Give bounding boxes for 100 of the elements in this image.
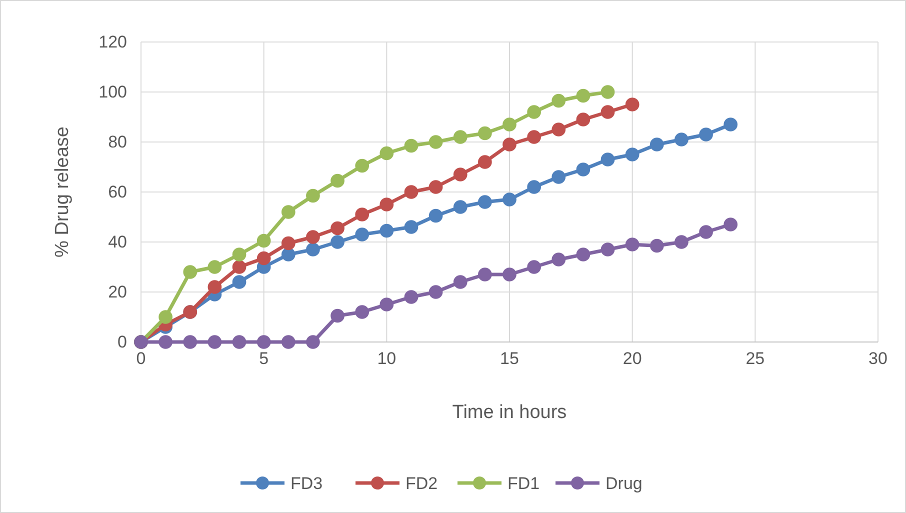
legend-label: FD2 [406, 474, 438, 493]
point [330, 174, 344, 188]
point [256, 234, 271, 248]
point [552, 94, 566, 108]
point [404, 138, 418, 153]
point [502, 138, 516, 152]
y-tick-label: 120 [98, 32, 127, 52]
point [699, 128, 713, 142]
point [330, 221, 344, 236]
point [428, 208, 443, 223]
point [453, 130, 468, 144]
point [724, 118, 738, 132]
point [724, 218, 738, 232]
x-tick-label: 20 [622, 349, 642, 368]
point [600, 105, 615, 119]
y-tick-label: 60 [108, 182, 127, 202]
point [527, 130, 541, 144]
y-axis-title: % Drug release [52, 126, 73, 258]
point [355, 208, 370, 222]
point [478, 126, 492, 140]
point [453, 275, 468, 289]
point [527, 105, 541, 119]
point [380, 146, 394, 160]
point [600, 152, 615, 166]
point [600, 85, 615, 99]
point [428, 180, 443, 194]
point [552, 170, 566, 184]
x-axis-title: Time in hours [452, 402, 567, 423]
point [183, 335, 198, 349]
x-tick-label: 5 [259, 349, 269, 368]
point [281, 248, 296, 262]
point [380, 298, 394, 312]
x-tick-label: 0 [136, 349, 146, 368]
point [306, 188, 320, 203]
x-tick-label: 25 [746, 349, 765, 368]
point [650, 138, 664, 152]
point [380, 198, 394, 212]
point [674, 235, 688, 249]
point [208, 280, 222, 294]
point [576, 88, 590, 103]
point [576, 162, 590, 176]
point [650, 238, 664, 253]
legend-label: Drug [606, 474, 642, 493]
point [232, 248, 246, 262]
point [330, 235, 344, 249]
point [552, 252, 566, 266]
point [600, 242, 615, 256]
x-tick-label: 10 [377, 349, 396, 368]
point [355, 305, 370, 319]
point [281, 236, 296, 250]
point [502, 268, 516, 282]
point [478, 195, 492, 209]
point [625, 98, 640, 112]
y-tick-label: 80 [108, 132, 127, 152]
point [428, 135, 443, 149]
point [478, 155, 492, 169]
legend-label: FD1 [508, 474, 540, 493]
point [232, 335, 246, 349]
point [355, 158, 370, 173]
point [502, 118, 516, 132]
point [281, 335, 296, 349]
point [306, 335, 320, 349]
point [527, 260, 541, 274]
y-tick-label: 20 [108, 282, 127, 302]
y-tick-label: 0 [118, 332, 127, 352]
point [330, 308, 344, 323]
point [256, 335, 271, 349]
point [208, 335, 222, 349]
point [208, 260, 222, 274]
point [478, 268, 492, 282]
point [183, 265, 198, 279]
point [576, 112, 590, 126]
point [625, 148, 640, 162]
point [232, 275, 246, 289]
point [380, 224, 394, 238]
point [306, 242, 320, 256]
point [453, 168, 468, 182]
point [404, 185, 418, 199]
point [625, 238, 640, 252]
point [674, 132, 688, 146]
y-tick-label: 100 [98, 82, 127, 102]
x-tick-label: 30 [868, 349, 888, 368]
point [552, 122, 566, 136]
point [256, 251, 271, 266]
x-tick-label: 15 [500, 349, 519, 368]
point [428, 285, 443, 299]
point [158, 310, 172, 324]
point [355, 228, 370, 242]
point [404, 220, 418, 234]
y-tick-label: 40 [108, 232, 127, 252]
legend-label: FD3 [290, 474, 323, 493]
point [281, 205, 296, 219]
point [158, 335, 172, 349]
point [232, 260, 246, 274]
point [576, 248, 590, 262]
point [404, 290, 418, 304]
point [306, 230, 320, 244]
point [699, 225, 713, 239]
point [527, 180, 541, 194]
point [453, 200, 468, 214]
